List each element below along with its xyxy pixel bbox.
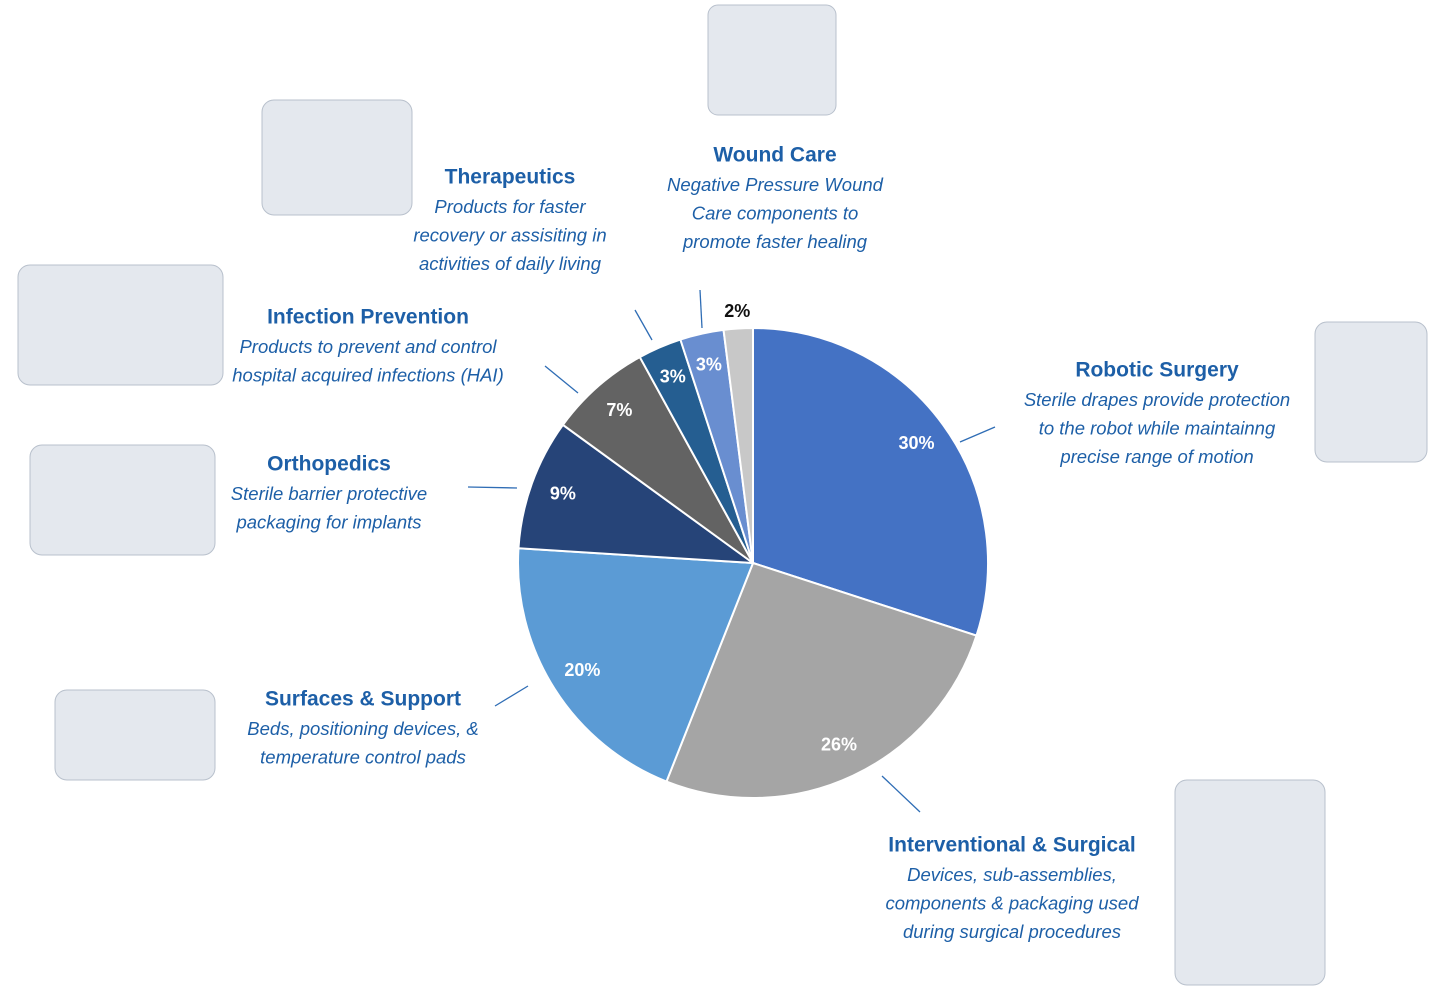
category-label: Surfaces & Support [265,688,461,711]
category-description: hospital acquired infections (HAI) [232,364,503,385]
pie-slice [752,326,989,637]
category-description: during surgical procedures [903,921,1121,942]
category-description: packaging for implants [235,511,421,532]
image-placeholder [261,99,413,216]
category-label: Orthopedics [267,453,391,476]
image-placeholder [707,4,837,116]
category-label: Robotic Surgery [1075,359,1239,382]
slice-label: 2% [724,301,750,321]
pie-slice [561,355,754,564]
category-description: precise range of motion [1059,446,1253,467]
category-description: Products to prevent and control [239,336,497,357]
slice-label: 3% [696,355,722,375]
category-description: Sterile drapes provide protection [1024,389,1290,410]
category-label: Wound Care [713,144,836,167]
category-description: to the robot while maintainng [1039,417,1276,438]
category-description: Products for faster [434,196,586,217]
pie-slice [665,561,978,799]
category-description: Devices, sub-assemblies, [907,864,1117,885]
category-description: Negative Pressure Wound [667,174,884,195]
leader-line [881,775,921,813]
image-placeholder [29,444,216,556]
category-description: Sterile barrier protective [231,483,427,504]
slice-label: 20% [564,660,600,680]
leader-line [494,685,529,707]
leader-line [544,365,579,394]
leader-line [467,486,518,489]
category-description: Beds, positioning devices, & [247,718,478,739]
image-placeholder [1174,779,1326,986]
category-label: Infection Prevention [267,306,469,329]
category-description: temperature control pads [260,746,466,767]
pie-slice [722,326,754,564]
image-placeholder [1314,321,1428,463]
pie-slice [517,423,757,565]
leader-line [634,309,653,341]
category-description: Care components to [692,202,859,223]
category-label: Interventional & Surgical [888,834,1135,857]
category-description: activities of daily living [419,253,602,274]
image-placeholder [17,264,224,386]
slice-label: 3% [660,366,686,386]
image-placeholder [54,689,216,781]
pie-slice [517,547,755,783]
slice-label: 26% [821,735,857,755]
slice-label: 30% [898,433,934,453]
slice-label: 9% [550,483,576,503]
leader-line [699,289,703,329]
category-description: promote faster healing [682,231,868,252]
category-description: recovery or assisiting in [413,224,606,245]
category-description: components & packaging used [885,892,1139,913]
category-label: Therapeutics [445,166,576,189]
product-images [17,4,1428,986]
leader-line [959,426,996,443]
slice-label: 7% [606,400,632,420]
